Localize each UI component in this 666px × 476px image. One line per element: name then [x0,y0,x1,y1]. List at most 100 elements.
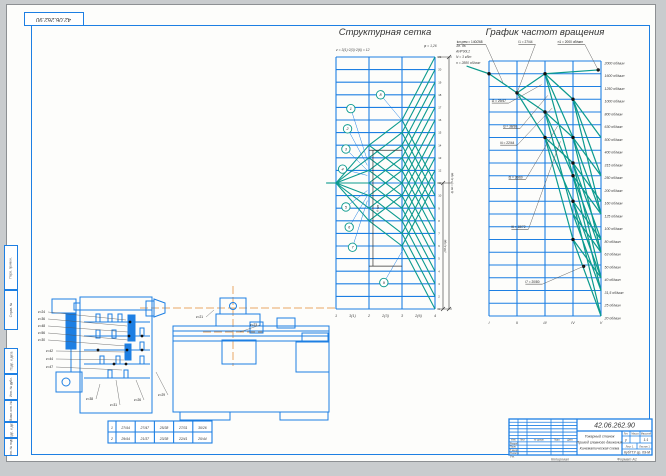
text-shape: N = 3 кВт [456,55,472,59]
title-block: Изм. Лист № докум. Подп. Дата Разраб.Пров.Т.к… [508,418,653,462]
text-shape: 1 [350,107,352,111]
line-shape [383,248,404,283]
rect-shape [301,332,329,343]
line-shape [544,111,574,215]
line-shape [572,162,602,240]
line-shape [401,69,436,133]
text-shape: n = 2880 об/мин [456,61,481,65]
text-shape: z=23 [250,323,257,327]
ref-circle [347,242,358,252]
rect-shape [73,302,81,311]
line-shape [380,94,404,123]
ref-circle [341,144,351,154]
text-shape: z=21 [196,315,203,319]
rect-shape [55,371,83,393]
format-label: Формат A1 [617,458,637,462]
line-shape [542,266,584,285]
text-shape: 1 [335,314,337,318]
gear-table-cell: 27/47 [140,426,150,430]
line-shape [485,44,504,83]
text-shape: 4 [342,168,344,172]
text-shape: III [543,321,547,325]
text-shape: 2000 об/мин [604,61,625,65]
line-shape [348,195,368,228]
text-shape: i1 = 27/44 [518,40,532,44]
gear-table: 1 27/44 27/47 25/38 27/31 30/26 2 29/44 21/37 23/… [107,420,213,444]
line-shape [572,239,602,279]
text-shape: 3 [345,147,348,151]
line-shape [572,137,602,177]
line-shape [347,128,368,166]
rect-shape [51,298,77,314]
rect-shape [276,317,296,329]
ref-circle [379,277,389,288]
text-shape: z=47 [46,365,53,369]
gear-mesh-dot [128,320,132,324]
line-shape [544,73,574,100]
rect-shape [117,313,123,323]
text-shape: 2 [367,314,371,318]
line-shape [544,69,599,75]
line-shape [544,137,574,164]
gear-mesh-dot [125,348,129,352]
gear-table-cell: 27/31 [178,426,188,430]
line-shape [401,119,436,184]
margin-cell-inv-podl: Инв. № подл. [4,438,18,456]
line-shape [528,141,561,230]
line-shape [55,358,125,361]
line-shape [368,207,403,234]
line-shape [401,182,436,247]
line-shape [401,144,436,209]
text-shape: 2 [345,127,349,131]
line-shape [335,182,370,209]
text-shape: 8 [438,219,440,223]
gear-table-cell: 2 [110,437,113,441]
text-shape: 630 об/мин [605,125,623,129]
node-dot [571,237,575,242]
rect-shape [139,355,145,365]
line-shape [572,175,602,253]
node-dot [543,110,547,114]
text-shape: 80 об/мин [605,240,621,244]
line-shape [55,350,127,353]
line-shape [47,325,129,333]
line-shape [572,201,602,278]
corner-doc-stamp: 42.06.262.90 [24,12,84,26]
line-shape [401,81,436,146]
line-shape [135,379,145,401]
text-shape: z=30 [38,338,45,342]
margin-cell-vzam-inv: Взам. инв. № [4,400,18,422]
gear-mesh-dot [127,334,131,338]
copied-label: Копировал [551,458,569,462]
rect-shape [79,296,153,414]
circle-shape [61,377,71,387]
line-shape [401,233,436,297]
line-shape [466,65,490,75]
text-shape: 9 [383,281,386,285]
text-shape: 21 [438,55,442,59]
rect-shape [111,329,117,339]
line-shape [572,99,602,176]
line-shape [572,98,602,138]
rect-shape [123,369,129,379]
line-shape [401,56,436,121]
text-shape: 100 об/мин [605,227,623,231]
line-shape [368,157,403,184]
rect-shape [99,355,105,365]
line-shape [205,309,215,318]
text-shape: Пров. [510,446,517,449]
rect-shape [65,312,77,350]
text-shape: iкл.рем = 140/268 [457,40,483,44]
line-shape [508,84,542,104]
org-name: КубГТУ гр. 09-М [624,450,650,454]
line-shape [115,379,121,406]
gear-table-cell: 20/44 [197,437,207,441]
ref-circle [337,164,348,174]
text-shape: 31,5 об/мин [605,291,624,295]
text-shape: (P2-1)·lgφ [443,239,447,252]
line-shape [446,306,452,312]
line-shape [368,182,403,209]
line-shape [47,318,128,327]
